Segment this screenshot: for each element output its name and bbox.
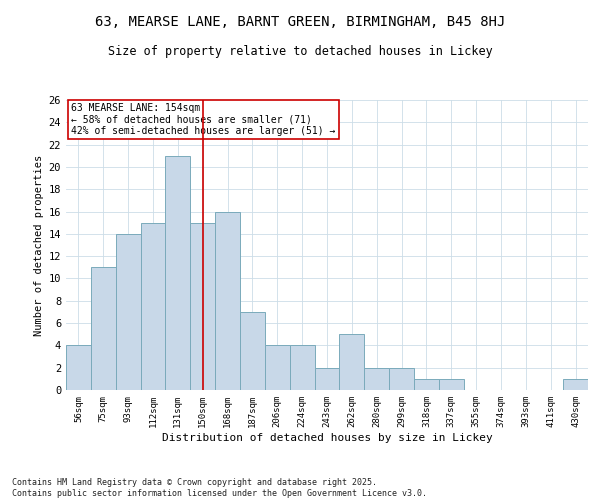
Bar (116, 234, 140, 390)
Bar (166, 156, 190, 390)
Text: Size of property relative to detached houses in Lickey: Size of property relative to detached ho… (107, 45, 493, 58)
X-axis label: Distribution of detached houses by size in Lickey: Distribution of detached houses by size … (161, 432, 493, 442)
Bar (190, 222, 215, 390)
Y-axis label: Number of detached properties: Number of detached properties (34, 154, 44, 336)
Bar (314, 368, 340, 390)
Bar (389, 368, 414, 390)
Text: 63, MEARSE LANE, BARNT GREEN, BIRMINGHAM, B45 8HJ: 63, MEARSE LANE, BARNT GREEN, BIRMINGHAM… (95, 15, 505, 29)
Text: 63 MEARSE LANE: 154sqm
← 58% of detached houses are smaller (71)
42% of semi-det: 63 MEARSE LANE: 154sqm ← 58% of detached… (71, 103, 335, 136)
Bar (215, 212, 240, 390)
Bar (140, 222, 166, 390)
Bar (364, 368, 389, 390)
Bar (414, 379, 439, 390)
Bar (290, 346, 314, 390)
Text: Contains HM Land Registry data © Crown copyright and database right 2025.
Contai: Contains HM Land Registry data © Crown c… (12, 478, 427, 498)
Bar (265, 346, 290, 390)
Bar (66, 346, 91, 390)
Bar (91, 268, 116, 390)
Bar (340, 334, 364, 390)
Bar (240, 312, 265, 390)
Bar (439, 379, 464, 390)
Bar (563, 379, 588, 390)
